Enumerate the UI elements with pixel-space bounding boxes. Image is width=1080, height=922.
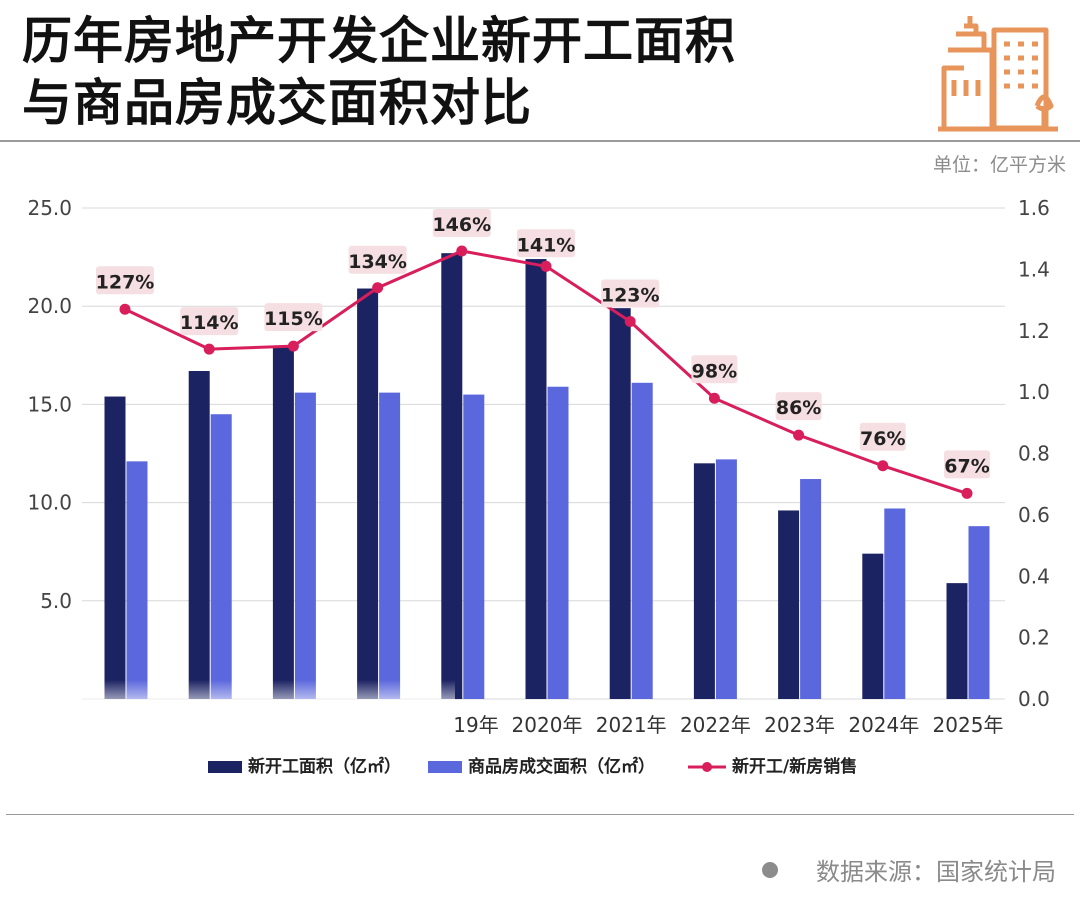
y-right-tick-label: 0.8 [1018, 442, 1050, 466]
y-right-tick-label: 1.4 [1018, 257, 1050, 281]
bar-new-start [609, 308, 631, 699]
ratio-label: 67% [944, 455, 989, 477]
y-right-tick-label: 0.4 [1018, 564, 1050, 588]
bar-new-start [946, 583, 968, 699]
x-tick-label: 2022年 [680, 713, 751, 737]
y-right-tick-label: 0.6 [1018, 503, 1050, 527]
ratio-label-bg [348, 245, 407, 274]
y-right-tick-label: 1.2 [1018, 319, 1050, 343]
bar-sales [800, 479, 822, 699]
x-tick-label: 2020年 [512, 713, 583, 737]
ratio-label-bg [859, 422, 906, 451]
y-left-tick-label: 15.0 [27, 392, 72, 416]
ratio-label-bg [96, 266, 154, 295]
y-left-tick-label: 20.0 [27, 294, 72, 318]
ratio-label-bg [517, 229, 575, 258]
bar-new-start [441, 253, 463, 699]
ratio-label: 127% [96, 271, 155, 293]
ratio-label: 134% [348, 251, 407, 273]
bar-sales [463, 394, 485, 699]
y-left-tick-label: 10.0 [27, 491, 72, 515]
bar-new-start [272, 347, 294, 699]
legend-label-new-start: 新开工面积（亿㎡） [248, 756, 401, 777]
bar-sales [126, 461, 148, 699]
ratio-label-bg [264, 303, 323, 332]
bar-new-start [862, 553, 884, 699]
combo-chart: 5.0 10.0 15.0 20.0 25.0 0.0 0.2 0.4 0.6 0.8 1.0 1.2… [27, 196, 1050, 777]
ratio-marker [793, 429, 805, 441]
bar-sales [547, 386, 569, 699]
y-left-tick-label: 25.0 [27, 196, 72, 220]
ratio-marker [877, 460, 889, 472]
ratio-label: 123% [601, 285, 660, 307]
ratio-marker [287, 340, 299, 352]
bar-sales [968, 526, 990, 699]
ratio-marker [540, 260, 552, 272]
ratio-label: 114% [180, 312, 239, 334]
bar-new-start [778, 510, 800, 699]
ratio-label: 76% [860, 428, 905, 450]
bar-sales [210, 414, 232, 699]
bar-sales [884, 508, 906, 699]
source-note: 数据来源：国家统计局 [762, 852, 1056, 887]
unit-label: 单位：亿平方米 [932, 154, 1066, 176]
bar-new-start [693, 463, 715, 699]
y-right-tick-label: 0.2 [1018, 626, 1050, 650]
x-tick-label: 2023年 [764, 713, 835, 737]
chart-title: 历年房地产开发企业新开工面积 与商品房成交面积对比 [22, 10, 736, 134]
ratio-marker [708, 392, 720, 404]
ratio-marker [372, 282, 384, 294]
bar-new-start [104, 396, 126, 699]
bullet-dot-icon [762, 861, 778, 878]
ratio-marker [961, 487, 973, 499]
ratio-marker [203, 343, 215, 355]
y-right-tick-label: 1.6 [1018, 196, 1050, 220]
bar-new-start [188, 371, 210, 699]
city-buildings-icon [938, 16, 1058, 132]
bar-sales [379, 392, 401, 699]
legend-marker-ratio [702, 762, 712, 772]
legend-swatch-new-start [208, 761, 242, 773]
bar-new-start [525, 259, 547, 699]
title-line-2: 与商品房成交面积对比 [22, 74, 532, 132]
x-tick-label: 2024年 [848, 713, 919, 737]
ratio-label-bg [601, 279, 660, 308]
bar-sales [294, 392, 316, 699]
legend-swatch-sales [428, 761, 462, 773]
y-left-tick-label: 5.0 [40, 589, 72, 613]
y-right-tick-label: 1.0 [1018, 380, 1050, 404]
ratio-label: 141% [517, 234, 576, 256]
ratio-marker [624, 316, 636, 328]
ratio-marker [119, 303, 131, 315]
ratio-label: 115% [264, 308, 323, 330]
bar-sales [715, 459, 737, 699]
ratio-label-bg [775, 392, 822, 421]
ratio-label-bg [180, 307, 239, 336]
bottom-divider [6, 814, 1074, 815]
bar-new-start [357, 288, 379, 699]
legend-label-sales: 商品房成交面积（亿㎡） [468, 756, 655, 777]
source-text: 数据来源：国家统计局 [816, 858, 1056, 886]
ratio-label-bg [691, 355, 738, 384]
bar-sales [631, 382, 653, 699]
x-tick-label: 2025年 [933, 713, 1004, 737]
blurred-overlay [30, 680, 455, 752]
y-right-tick-label: 0.0 [1018, 687, 1050, 711]
x-tick-label: 2021年 [596, 713, 667, 737]
ratio-label-bg [432, 208, 491, 237]
x-tick-label: 19年 [453, 713, 498, 737]
legend-label-ratio: 新开工/新房销售 [732, 756, 857, 777]
top-divider [0, 140, 1080, 142]
ratio-label-bg [944, 450, 990, 479]
ratio-label: 86% [776, 397, 821, 419]
ratio-label: 146% [432, 214, 491, 236]
ratio-label: 98% [692, 360, 737, 382]
ratio-marker [456, 245, 468, 257]
title-line-1: 历年房地产开发企业新开工面积 [22, 12, 736, 70]
